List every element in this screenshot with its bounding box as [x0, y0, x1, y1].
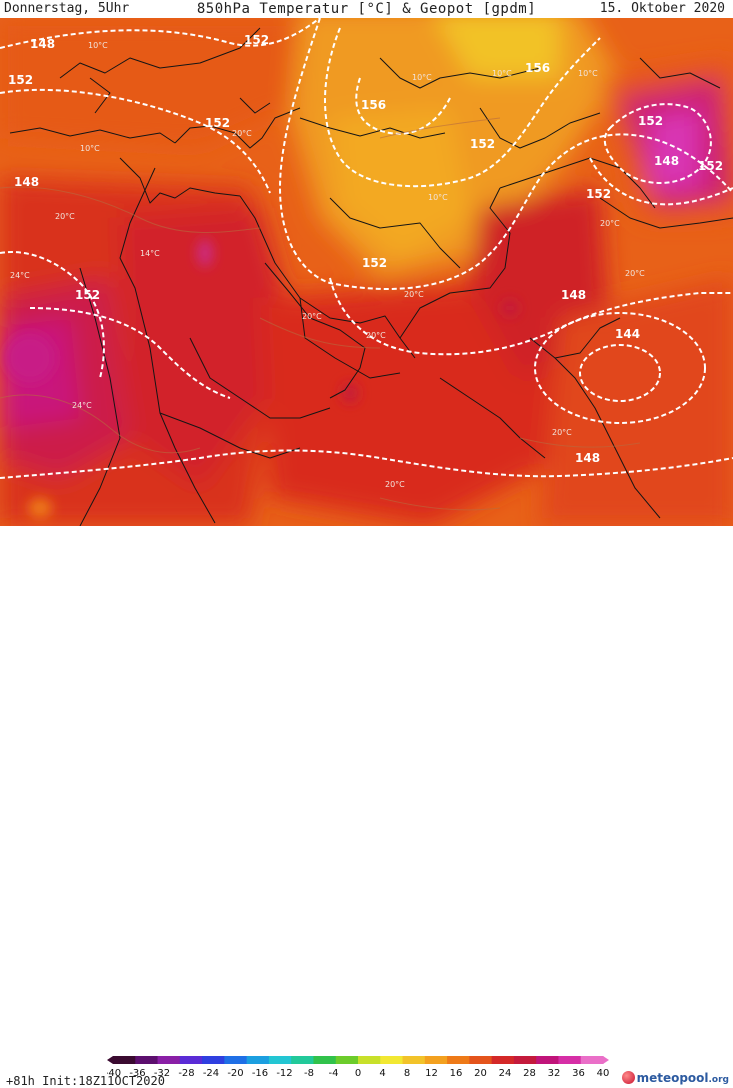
colorbar-swatch [424, 1056, 448, 1064]
geo-label: 152 [244, 33, 269, 47]
colorbar-swatch [558, 1056, 582, 1064]
colorbar-tick-label: -4 [329, 1068, 339, 1078]
colorbar-swatch [157, 1056, 181, 1064]
colorbar-tick-label: -28 [178, 1068, 194, 1078]
geo-label: 152 [362, 256, 387, 270]
colorbar-tick-label: -12 [276, 1068, 292, 1078]
geo-label: 144 [615, 327, 640, 341]
colorbar-tick-label: 28 [523, 1068, 536, 1078]
colorbar-tick-label: 8 [404, 1068, 410, 1078]
temperature-colorbar: -40-36-32-28-24-20-16-12-8-4048121620242… [107, 1056, 609, 1078]
colorbar-swatch [179, 1056, 203, 1064]
temp-label: 20°C [552, 428, 572, 437]
geo-label: 148 [561, 288, 586, 302]
weather-map[interactable]: 148 152 152 152 156 156 152 148 152 152 … [0, 18, 733, 526]
colorbar-swatch [246, 1056, 270, 1064]
logo-tld: .org [708, 1075, 729, 1085]
forecast-date-label: 15. Oktober 2020 [599, 1, 725, 16]
temp-label: 10°C [428, 193, 448, 202]
geo-label: 152 [586, 187, 611, 201]
temp-label: 10°C [578, 69, 598, 78]
temperature-contours [0, 117, 641, 511]
colorbar-tick-label: 20 [474, 1068, 487, 1078]
colorbar-swatch [291, 1056, 314, 1064]
geopotential-contours [0, 18, 733, 479]
colorbar-swatch [402, 1056, 426, 1064]
geo-label: 152 [75, 288, 100, 302]
temp-label: 20°C [385, 480, 405, 489]
colorbar-swatch [447, 1056, 470, 1064]
colorbar-tick-label: -24 [203, 1068, 219, 1078]
logo-text: meteopool [636, 1071, 709, 1085]
geo-label: 152 [205, 116, 230, 130]
header-bar: Donnerstag, 5Uhr 850hPa Temperatur [°C] … [0, 0, 733, 18]
temp-label: 20°C [600, 219, 620, 228]
map-title: 850hPa Temperatur [°C] & Geopot [gpdm] [196, 1, 537, 17]
geo-label: 152 [470, 137, 495, 151]
temp-label: 20°C [302, 312, 322, 321]
colorbar-swatch [113, 1056, 136, 1064]
geo-label: 152 [698, 159, 723, 173]
temperature-labels: 10°C 10°C 10°C 10°C 10°C 20°C 20°C 20°C … [10, 41, 645, 489]
colorbar-swatch [135, 1056, 159, 1064]
temp-label: 10°C [412, 73, 432, 82]
colorbar-cap-right [603, 1056, 609, 1064]
temp-label: 10°C [88, 41, 108, 50]
temp-label: 20°C [55, 212, 75, 221]
colorbar-tick-label: 40 [597, 1068, 610, 1078]
colorbar-swatch [380, 1056, 404, 1064]
colorbar-swatch [580, 1056, 604, 1064]
temp-label: 24°C [10, 271, 30, 280]
forecast-day-label: Donnerstag, 5Uhr [4, 1, 130, 16]
temp-label: 14°C [140, 249, 160, 258]
colorbar-tick-label: 32 [548, 1068, 561, 1078]
country-borders [9, 27, 733, 526]
colorbar-swatch [491, 1056, 515, 1064]
colorbar-tick-label: -8 [304, 1068, 314, 1078]
meteopool-logo[interactable]: meteopool.org [621, 1071, 729, 1085]
colorbar-tick-label: 24 [499, 1068, 512, 1078]
temp-label: 20°C [625, 269, 645, 278]
colorbar-tick-label: 16 [450, 1068, 463, 1078]
temperature-field [0, 18, 733, 526]
temp-label: 20°C [232, 129, 252, 138]
run-info: +81h Init:18Z11OCT2020 [6, 1074, 165, 1088]
temp-label: 10°C [80, 144, 100, 153]
geo-label: 148 [575, 451, 600, 465]
geo-label: 148 [654, 154, 679, 168]
colorbar-swatch [224, 1056, 248, 1064]
geo-label: 152 [638, 114, 663, 128]
temp-label: 20°C [404, 290, 424, 299]
geo-label: 152 [8, 73, 33, 87]
geopotential-labels: 148 152 152 152 156 156 152 148 152 152 … [8, 33, 723, 465]
colorbar-tick-label: -16 [252, 1068, 268, 1078]
colorbar-ticks: -40-36-32-28-24-20-16-12-8-4048121620242… [107, 1068, 609, 1078]
colorbar-swatches [107, 1056, 609, 1064]
colorbar-swatch [469, 1056, 493, 1064]
colorbar-cap-left [107, 1056, 113, 1064]
colorbar-swatch [268, 1056, 292, 1064]
colorbar-swatch [358, 1056, 381, 1064]
colorbar-tick-label: -20 [227, 1068, 243, 1078]
colorbar-swatch [313, 1056, 337, 1064]
logo-ball-icon [621, 1071, 635, 1084]
geo-label: 156 [361, 98, 386, 112]
geo-label: 148 [30, 37, 55, 51]
colorbar-swatch [335, 1056, 359, 1064]
colorbar-tick-label: 12 [425, 1068, 438, 1078]
colorbar-tick-label: 4 [379, 1068, 385, 1078]
geo-label: 156 [525, 61, 550, 75]
temp-label: 20°C [366, 331, 386, 340]
colorbar-tick-label: 36 [572, 1068, 585, 1078]
geo-label: 148 [14, 175, 39, 189]
temp-label: 24°C [72, 401, 92, 410]
temp-label: 10°C [492, 69, 512, 78]
colorbar-swatch [202, 1056, 225, 1064]
colorbar-tick-label: 0 [355, 1068, 361, 1078]
colorbar-swatch [536, 1056, 559, 1064]
footer-bar: -40-36-32-28-24-20-16-12-8-4048121620242… [0, 526, 733, 1088]
colorbar-swatch [513, 1056, 537, 1064]
